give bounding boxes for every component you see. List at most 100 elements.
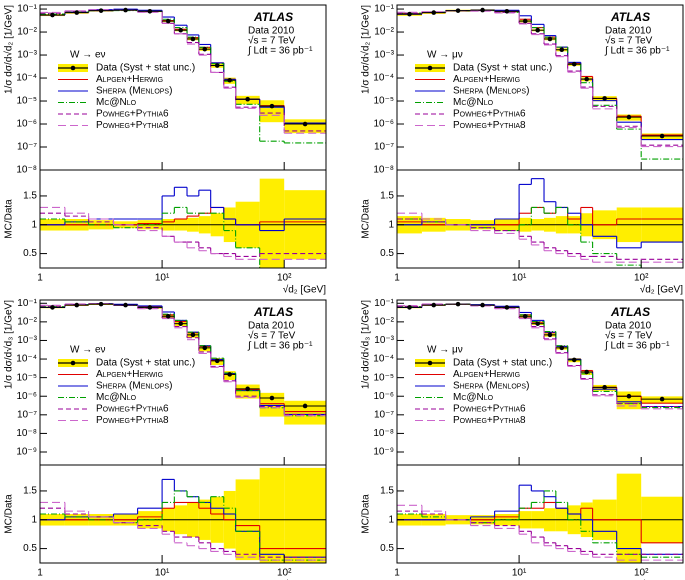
experiment-label: ATLAS [610,305,650,319]
legend-label: Sherpa (Menlops) [96,86,172,97]
y-tick-label: 10⁻¹ [374,298,394,309]
ratio-y-axis-label: MC/Data [361,494,372,534]
data-point [522,313,528,319]
data-point [559,47,565,53]
panel: 10⁻⁹ 10⁻⁸ 10⁻⁷ 10⁻⁶ 10⁻⁵ 10⁻⁴ 10⁻³ 10⁻² 10⁻¹ 0.5 1… [360,298,684,580]
data-point [165,313,171,319]
data-point [190,332,196,338]
y-tick-label: 10⁻¹ [374,4,394,15]
x-tick-label: 10¹ [155,273,170,284]
annotation: ∫ Ldt = 36 pb⁻¹ [604,46,670,57]
ratio-uncertainty-band [259,467,285,563]
annotation: Data 2010 [248,26,295,37]
x-tick-label: 1 [37,568,43,579]
y-tick-label: 10⁻⁷ [374,142,394,153]
ratio-uncertainty-band [284,467,326,563]
ratio-y-tick-label: 1 [31,514,37,525]
data-point [602,96,607,101]
data-point [547,36,553,42]
y-tick-label: 10⁻² [17,317,37,328]
data-point [571,357,577,363]
x-tick-label: 10² [634,568,649,579]
data-point [455,8,461,13]
legend-label: Powheg+Pythia8 [96,415,169,426]
data-point [214,63,220,68]
legend-label: Alpgen+Herwig [96,74,163,85]
legend-label: Mc@Nlo [453,97,494,108]
data-point [269,103,275,109]
data-point [522,18,528,24]
ratio-y-tick-label: 0.5 [380,248,394,259]
ratio-y-tick-label: 1 [31,219,37,230]
x-tick-label: 10¹ [512,273,527,284]
y-tick-label: 10⁻⁸ [16,165,37,176]
y-tick-label: 10⁻⁵ [16,96,37,107]
legend-swatch [427,360,433,366]
data-point [504,305,510,310]
x-tick-label: 10² [277,568,292,579]
data-point [214,358,220,364]
y-tick-label: 10⁻² [17,27,37,38]
y-tick-label: 10⁻² [374,317,394,328]
y-tick-label: 10⁻⁸ [373,165,394,176]
legend-label: Alpgen+Herwig [453,369,520,380]
panel: 10⁻⁹ 10⁻⁸ 10⁻⁷ 10⁻⁶ 10⁻⁵ 10⁻⁴ 10⁻³ 10⁻² 10⁻¹ 0.5 1… [3,298,327,580]
y-tick-label: 10⁻³ [17,335,37,346]
main-plot [397,301,683,410]
y-axis-label: 1/σ dσ/d√d₂ [1/GeV] [3,5,15,94]
uncertainty-band [259,392,285,417]
ratio-y-tick-label: 0.5 [23,248,37,259]
data-point [659,133,665,139]
legend-label: Mc@Nlo [96,97,137,108]
data-point [480,302,485,308]
y-tick-label: 10⁻¹ [17,298,37,309]
data-point [535,321,540,326]
data-point [431,10,437,15]
data-point [74,302,80,308]
main-plot [40,7,326,144]
legend-label: Powheg+Pythia6 [96,404,169,415]
x-tick-label: 1 [394,273,400,284]
ratio-y-axis-label: MC/Data [4,494,15,534]
uncertainty-band [235,384,260,399]
y-tick-label: 10⁻¹ [17,4,37,15]
x-tick-label: 10² [634,273,649,284]
x-axis-label: √d₃ [GeV] [640,579,684,580]
main-plot [40,301,326,425]
legend-label: Mc@Nlo [96,392,137,403]
ratio-y-axis-label: MC/Data [4,199,15,239]
data-point [602,385,607,390]
data-point [123,7,128,13]
data-point [659,396,665,402]
ratio-y-tick-label: 1.5 [380,486,394,497]
data-point [431,302,437,308]
process-label: W → μν [427,345,463,356]
y-axis-label: 1/σ dσ/d√d₂ [1/GeV] [360,5,372,94]
y-tick-label: 10⁻³ [17,50,37,61]
data-point [302,121,308,127]
data-point [547,332,553,338]
legend-label: Alpgen+Herwig [453,74,520,85]
x-tick-label: 1 [37,273,43,284]
ratio-y-axis-label: MC/Data [361,199,372,239]
legend-swatch [70,360,76,366]
experiment-label: ATLAS [253,305,293,319]
experiment-label: ATLAS [253,10,293,24]
y-tick-label: 10⁻⁴ [373,354,394,365]
uncertainty-band [259,100,285,123]
x-tick-label: 10² [277,273,292,284]
ratio-plot [40,178,326,268]
annotation: ∫ Ldt = 36 pb⁻¹ [604,341,670,352]
data-point [50,305,55,310]
annotation: Data 2010 [248,321,295,332]
ratio-y-tick-label: 0.5 [23,543,37,554]
y-tick-label: 10⁻⁵ [373,96,394,107]
annotation: ∫ Ldt = 36 pb⁻¹ [247,341,313,352]
data-point [123,302,128,308]
legend-label: Data (Syst + stat unc.) [453,358,552,369]
data-point [98,301,104,307]
x-axis-label: √d₂ [GeV] [283,284,326,296]
y-tick-label: 10⁻⁶ [373,391,394,402]
legend-label: Powheg+Pythia6 [453,404,526,415]
y-tick-label: 10⁻⁷ [374,409,394,420]
